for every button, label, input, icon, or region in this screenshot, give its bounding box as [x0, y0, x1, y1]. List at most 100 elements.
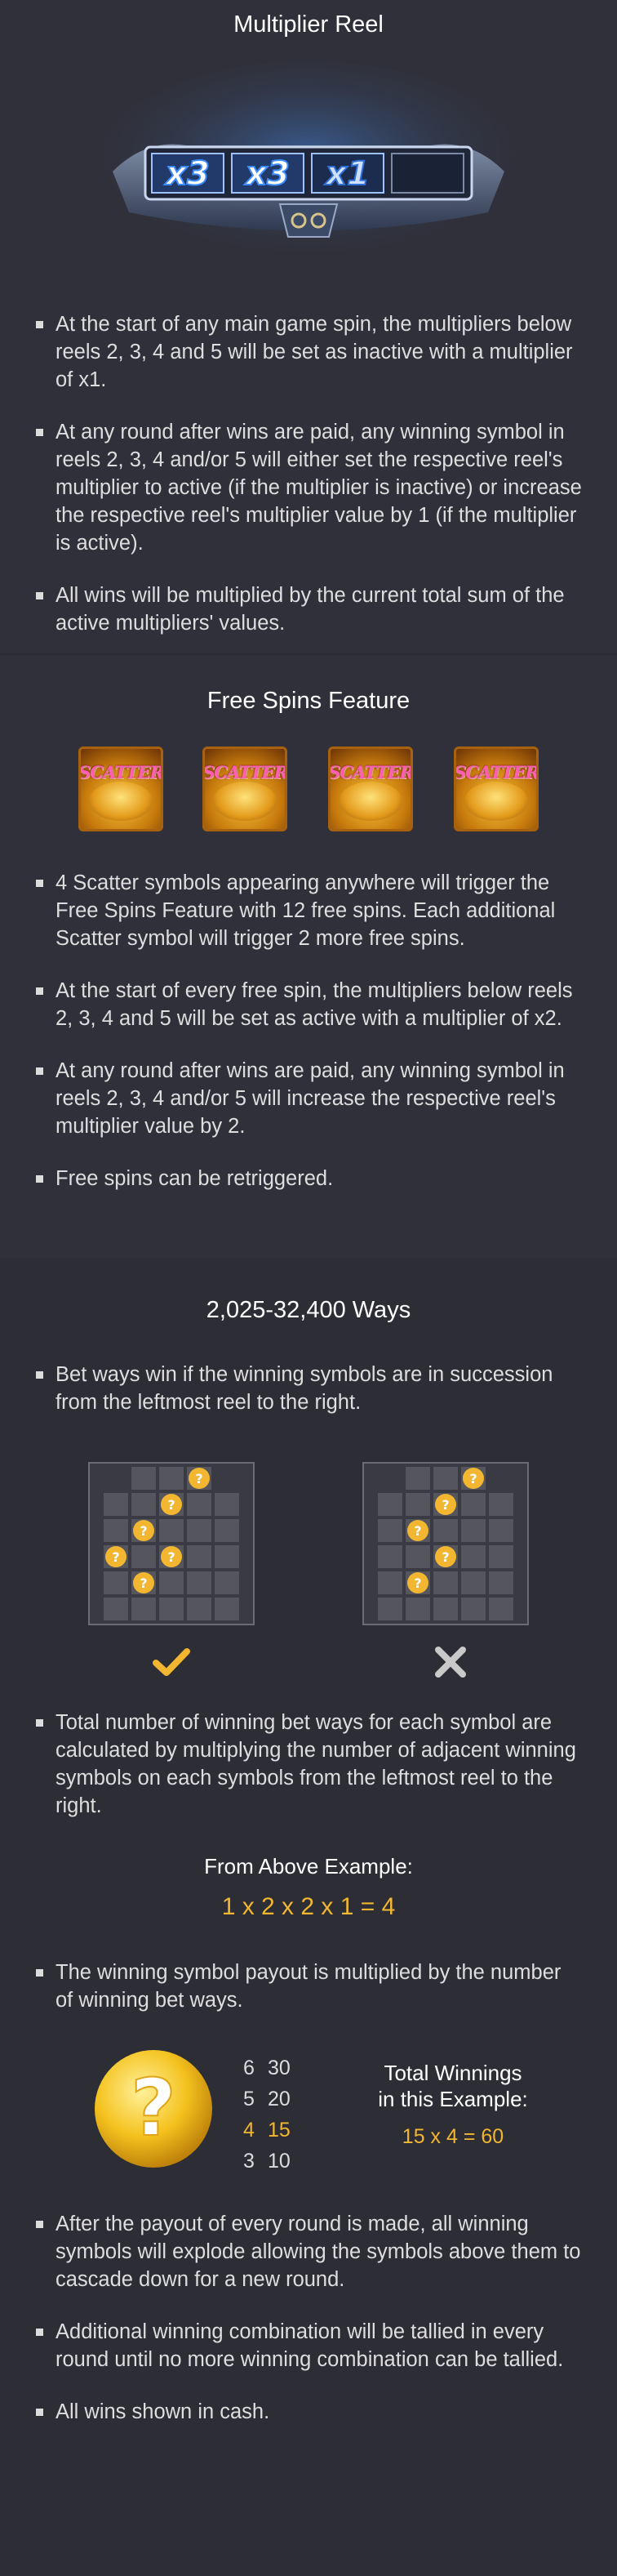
winning-symbol-icon [133, 1572, 154, 1593]
scatter-symbol: SCATTER [454, 747, 539, 831]
paytable-value: 15 [268, 2119, 291, 2141]
paytable-count: 4 [243, 2119, 255, 2141]
reel-cell [489, 1571, 513, 1594]
multiplier-reel-rules: At the start of any main game spin, the … [0, 310, 583, 662]
reel-cell [461, 1545, 486, 1568]
winning-symbol-icon [463, 1468, 484, 1489]
reel-cell [489, 1545, 513, 1568]
scatter-symbols-row: SCATTER SCATTER SCATTER SCATTER [0, 747, 617, 836]
reel-cell [104, 1519, 128, 1542]
multiplier-reel-title: Multiplier Reel [233, 11, 384, 38]
scatter-symbol: SCATTER [78, 747, 163, 831]
scatter-label: SCATTER [454, 762, 539, 782]
reel-cell [215, 1571, 239, 1594]
winning-symbol-icon [435, 1494, 456, 1515]
winning-symbol-icon [407, 1572, 428, 1593]
winning-symbol-icon [161, 1546, 182, 1567]
paytable-value: 20 [268, 2088, 291, 2110]
reel-cell [131, 1598, 156, 1620]
gold-coins-icon [213, 782, 277, 821]
reel-cell [489, 1598, 513, 1620]
winning-symbol-icon [105, 1546, 127, 1567]
winning-symbol-glyph: ? [414, 1575, 421, 1591]
free-spins-rules: 4 Scatter symbols appearing anywhere wil… [0, 869, 583, 1217]
reel-cell [215, 1493, 239, 1516]
reel-cell [406, 1598, 430, 1620]
ways-rule-1: Bet ways win if the winning symbols are … [0, 1361, 583, 1441]
total-winnings-heading: Total Winnings [384, 2061, 522, 2085]
scatter-label: SCATTER [202, 762, 287, 782]
invalid-way-example-grid: ????? [362, 1462, 529, 1625]
reel-cell [104, 1598, 128, 1620]
winning-symbol-icon [435, 1546, 456, 1567]
reel-cell [187, 1545, 211, 1568]
ways-rule-2: Total number of winning bet ways for eac… [0, 1709, 583, 1844]
reel-cell [159, 1467, 184, 1490]
reel-cell [433, 1519, 458, 1542]
reel-cell [461, 1493, 486, 1516]
reel-cell [489, 1519, 513, 1542]
winning-symbol-glyph: ? [167, 1497, 175, 1513]
paytable-value: 30 [268, 2057, 291, 2079]
valid-way-example-grid: ?????? [88, 1462, 255, 1625]
reel-cell [378, 1598, 402, 1620]
scatter-label: SCATTER [78, 762, 163, 782]
winning-symbol-glyph: ? [469, 1471, 477, 1486]
paytable-row-highlighted: 4 15 [243, 2115, 317, 2146]
reel-multiplier-2: x3 [244, 155, 290, 193]
reel-multiplier-3: x1 [324, 155, 370, 193]
reel-cell [378, 1493, 402, 1516]
total-winnings-subheading: in this Example: [378, 2087, 528, 2111]
winning-symbol-glyph: ? [140, 1523, 147, 1539]
total-winnings-box: Total Winnings in this Example: 15 x 4 =… [359, 2060, 547, 2150]
ways-rule: The winning symbol payout is multiplied … [36, 1959, 583, 2014]
free-spins-rule: Free spins can be retriggered. [36, 1165, 583, 1192]
paytable-row: 6 30 [243, 2052, 317, 2084]
example-heading: From Above Example: [204, 1854, 413, 1879]
reel-cell [159, 1519, 184, 1542]
reel-cell [215, 1598, 239, 1620]
reel-cell [187, 1598, 211, 1620]
example-formula: 1 x 2 x 2 x 1 = 4 [221, 1893, 396, 1920]
reel-multiplier-1: x3 [164, 155, 210, 193]
reel-cell [433, 1571, 458, 1594]
total-winnings-formula: 15 x 4 = 60 [402, 2125, 504, 2148]
reel-cell [104, 1571, 128, 1594]
cascade-rule: All wins shown in cash. [36, 2398, 583, 2426]
reel-cell [378, 1519, 402, 1542]
ways-rule: Bet ways win if the winning symbols are … [36, 1361, 583, 1416]
gold-coins-icon [339, 782, 402, 821]
winning-symbol-icon [189, 1468, 210, 1489]
ways-rule: Total number of winning bet ways for eac… [36, 1709, 583, 1820]
scatter-symbol: SCATTER [328, 747, 413, 831]
reel-cell [131, 1467, 156, 1490]
free-spins-rule: At the start of every free spin, the mul… [36, 977, 583, 1032]
multiplier-rule: At any round after wins are paid, any wi… [36, 418, 583, 557]
reel-cell [215, 1519, 239, 1542]
section-divider [0, 653, 617, 655]
reel-cell [461, 1598, 486, 1620]
reel-cell [406, 1467, 430, 1490]
scatter-label: SCATTER [328, 762, 413, 782]
paytable-row: 3 10 [243, 2146, 317, 2177]
cascade-rules: After the payout of every round is made,… [0, 2210, 583, 2450]
winning-symbol-icon [161, 1494, 182, 1515]
paytable-count: 5 [243, 2088, 255, 2110]
reel-cell [187, 1493, 211, 1516]
reel-cell [433, 1598, 458, 1620]
reel-cell [215, 1545, 239, 1568]
reel-cell [159, 1598, 184, 1620]
reel-cell [131, 1493, 156, 1516]
reel-cell [104, 1493, 128, 1516]
winning-symbol-glyph: ? [195, 1471, 202, 1486]
free-spins-rule: 4 Scatter symbols appearing anywhere wil… [36, 869, 583, 952]
reel-cell [433, 1467, 458, 1490]
paytable: 6 30 5 20 4 15 3 10 [243, 2052, 317, 2177]
multiplier-reel-banner: x3 x3 x1 [96, 49, 521, 270]
winning-symbol-glyph: ? [112, 1549, 119, 1565]
ways-rule-3: The winning symbol payout is multiplied … [0, 1959, 583, 2039]
reel-cell [159, 1571, 184, 1594]
gold-coins-icon [89, 782, 153, 821]
reel-cell [406, 1545, 430, 1568]
winning-symbol-icon [133, 1520, 154, 1541]
